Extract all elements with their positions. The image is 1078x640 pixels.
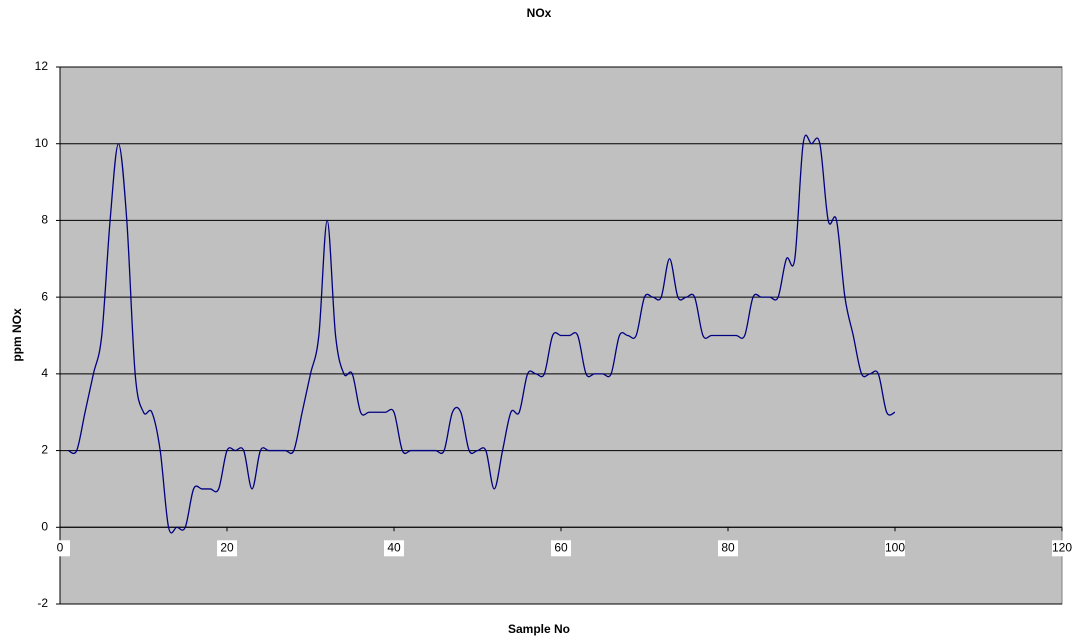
y-tick-label: 6 bbox=[41, 289, 48, 303]
x-tick-label: 120 bbox=[1052, 540, 1072, 554]
x-tick-label: 80 bbox=[721, 540, 735, 554]
x-tick-label-bg bbox=[885, 540, 905, 557]
x-tick-label-bg bbox=[217, 540, 237, 557]
x-tick-label: 0 bbox=[57, 540, 64, 554]
y-tick-label: -2 bbox=[37, 596, 48, 610]
x-tick-label: 20 bbox=[220, 540, 234, 554]
x-tick-label: 100 bbox=[885, 540, 905, 554]
x-tick-label-bg bbox=[50, 540, 70, 557]
y-tick-label: 12 bbox=[35, 59, 49, 73]
x-tick-label: 40 bbox=[387, 540, 401, 554]
y-tick-label: 10 bbox=[35, 136, 49, 150]
y-axis-label: ppm NOx bbox=[10, 308, 24, 362]
x-tick-label-bg bbox=[384, 540, 404, 557]
x-axis-label: Sample No bbox=[508, 622, 570, 636]
y-tick-label: 0 bbox=[41, 519, 48, 533]
chart-title: NOx bbox=[527, 6, 552, 20]
data-line bbox=[68, 134, 896, 534]
y-tick-label: 2 bbox=[41, 443, 48, 457]
x-tick-label-bg bbox=[1052, 540, 1072, 557]
x-tick-label: 60 bbox=[554, 540, 568, 554]
y-tick-label: 8 bbox=[41, 213, 48, 227]
x-tick-label-bg bbox=[718, 540, 738, 557]
y-tick-label: 4 bbox=[41, 366, 48, 380]
x-tick-label-bg bbox=[551, 540, 571, 557]
